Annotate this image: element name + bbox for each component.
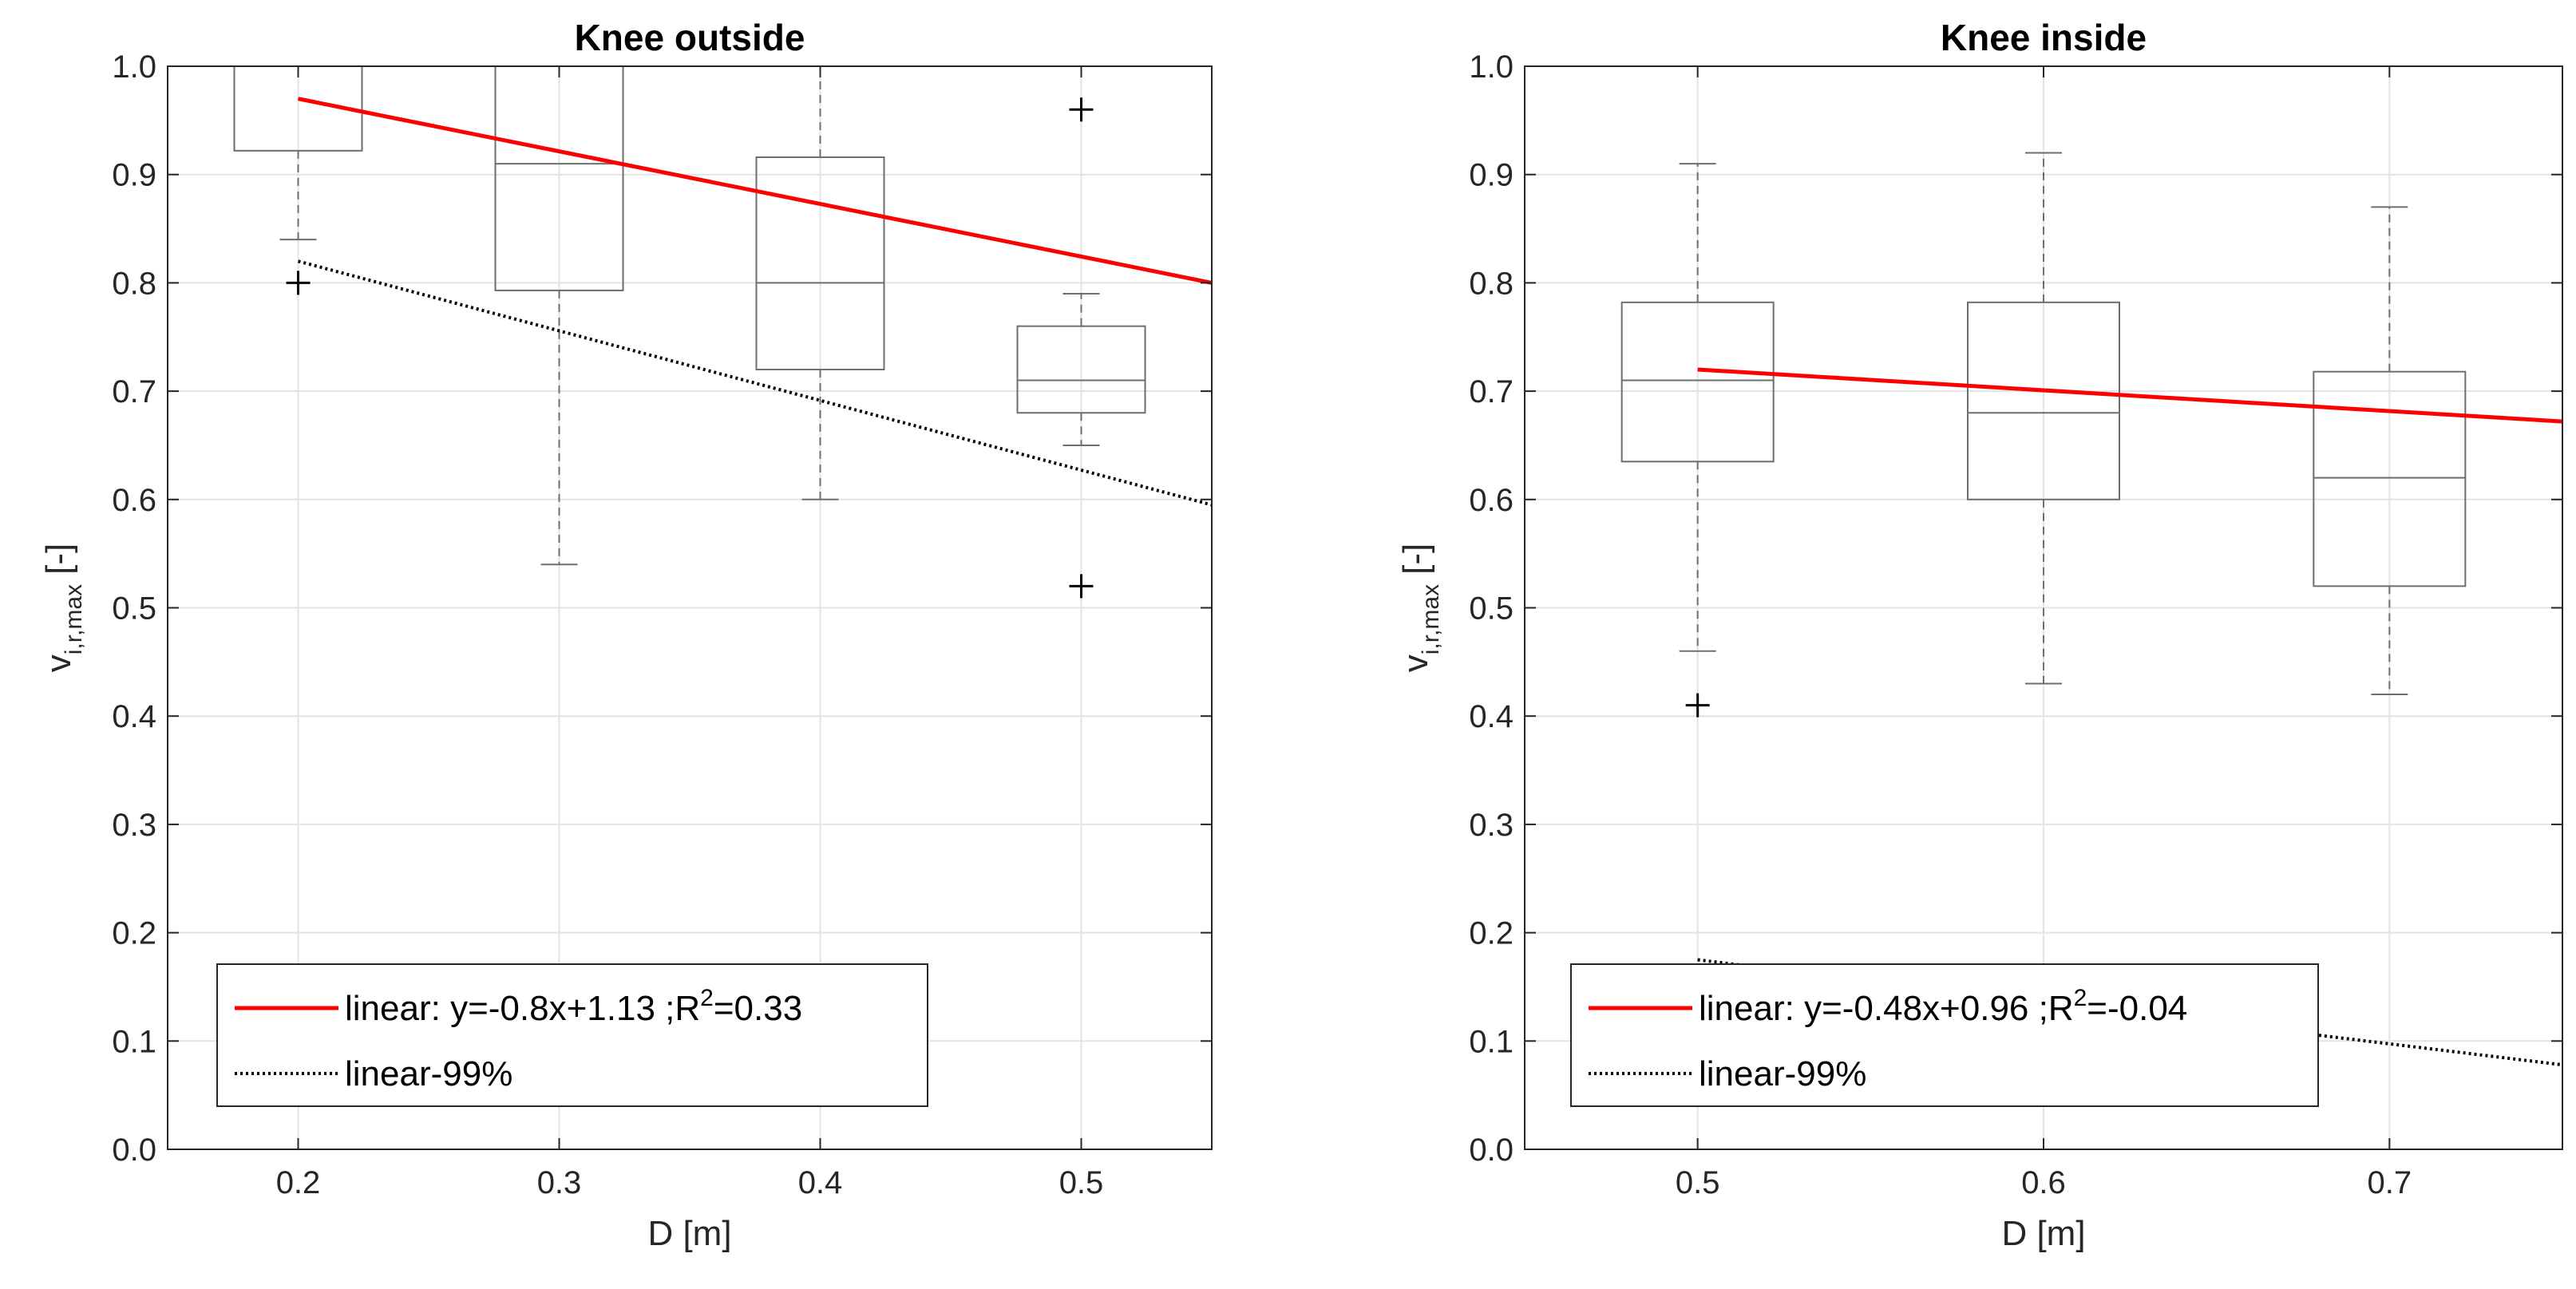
- legend-text-main: linear: y=-0.48x+0.96 ;R: [1699, 989, 2074, 1028]
- chart-title: Knee inside: [1941, 17, 2147, 58]
- y-tick-label: 0.9: [1469, 158, 1514, 193]
- outlier-marker: [1685, 693, 1710, 718]
- box-body: [233, 66, 363, 152]
- linear-fit-line: [1697, 367, 2562, 424]
- linear-99-line: [297, 259, 1212, 507]
- x-tick-label: 0.7: [2368, 1165, 2412, 1200]
- y-tick-label: 0.3: [1469, 808, 1514, 843]
- y-tick-label: 0.1: [1469, 1024, 1514, 1059]
- legend-text-after: =-0.04: [2087, 989, 2187, 1028]
- box-body: [2313, 370, 2467, 587]
- y-tick-label: 0.0: [112, 1133, 156, 1168]
- y-label-unit: [-]: [1396, 544, 1435, 575]
- y-tick-label: 0.7: [1469, 374, 1514, 409]
- box-3: [1016, 97, 1146, 599]
- y-axis-label: vi,r,max [-]: [39, 544, 87, 672]
- outlier-marker: [286, 271, 311, 295]
- legend-text-main: linear-99%: [1699, 1054, 1866, 1093]
- y-label-main: v: [1396, 654, 1435, 672]
- y-tick-label: 0.0: [1469, 1133, 1514, 1168]
- y-tick-label: 0.1: [112, 1024, 156, 1059]
- y-label-subscript: i,r,max: [1418, 584, 1444, 654]
- y-tick-label: 0.4: [112, 699, 156, 734]
- legend-entry-label: linear-99%: [345, 1054, 512, 1093]
- x-tick-label: 0.4: [798, 1165, 843, 1200]
- linear-fit-line: [298, 97, 1212, 285]
- box-body: [1620, 301, 1775, 463]
- y-axis-label: vi,r,max [-]: [1396, 544, 1444, 672]
- y-label-subscript: i,r,max: [61, 584, 87, 654]
- box-0: [1620, 163, 1775, 718]
- y-tick-label: 0.6: [112, 483, 156, 518]
- y-label-main: v: [39, 654, 78, 672]
- y-tick-label: 0.2: [1469, 916, 1514, 951]
- data-layer: [1620, 152, 2562, 1067]
- legend: linear: y=-0.48x+0.96 ;R2=-0.04 linear-99…: [1570, 963, 2319, 1107]
- box-2: [755, 66, 885, 500]
- x-axis-label: D [m]: [647, 1214, 731, 1253]
- legend-text-main: linear-99%: [345, 1054, 512, 1093]
- y-tick-label: 0.8: [112, 266, 156, 301]
- box-body: [1016, 325, 1146, 414]
- legend-box: [1570, 963, 2319, 1107]
- y-tick-label: 1.0: [112, 49, 156, 85]
- panel-knee-inside: 0.0 0.1 0.2 0.3 0.4 0.5 0.6 0.7 0.8 0.9 1.0 0.5 0.6 0…: [1396, 17, 2563, 1253]
- box-1: [494, 66, 624, 566]
- outlier-marker: [1069, 97, 1094, 122]
- y-tick-label: 0.3: [112, 808, 156, 843]
- chart-title: Knee outside: [575, 17, 805, 58]
- box-0: [233, 66, 363, 295]
- y-tick-label: 0.5: [112, 591, 156, 627]
- legend-entry-label: linear-99%: [1699, 1054, 1866, 1093]
- x-axis-label: D [m]: [2001, 1214, 2085, 1253]
- legend-entry-label: linear: y=-0.48x+0.96 ;R2=-0.04: [1699, 985, 2187, 1028]
- data-layer: [233, 66, 1212, 599]
- legend-text-sup: 2: [700, 985, 714, 1011]
- box-2: [2313, 206, 2467, 696]
- x-tick-label: 0.6: [2021, 1165, 2066, 1200]
- box-1: [1967, 152, 2120, 685]
- y-tick-label: 1.0: [1469, 49, 1514, 85]
- y-tick-label: 0.6: [1469, 483, 1514, 518]
- y-tick-label: 0.2: [112, 916, 156, 951]
- box-body: [494, 66, 624, 291]
- panel-knee-outside: 0.0 0.1 0.2 0.3 0.4 0.5 0.6 0.7 0.8 0.9 1.0 0.2 0.3 0…: [39, 17, 1213, 1253]
- y-tick-label: 0.5: [1469, 591, 1514, 627]
- y-label-unit: [-]: [39, 544, 78, 575]
- outlier-marker: [1069, 574, 1094, 599]
- box-body: [1967, 301, 2120, 500]
- x-tick-label: 0.2: [276, 1165, 321, 1200]
- x-tick-label: 0.5: [1059, 1165, 1104, 1200]
- legend: linear: y=-0.8x+1.13 ;R2=0.33 linear-99%: [216, 963, 928, 1107]
- x-tick-label: 0.5: [1676, 1165, 1720, 1200]
- legend-text-main: linear: y=-0.8x+1.13 ;R: [345, 989, 700, 1028]
- legend-text-after: =0.33: [714, 989, 802, 1028]
- y-tick-label: 0.9: [112, 158, 156, 193]
- box-body: [755, 156, 885, 370]
- legend-text-sup: 2: [2074, 985, 2087, 1011]
- legend-box: [216, 963, 928, 1107]
- legend-entry-label: linear: y=-0.8x+1.13 ;R2=0.33: [345, 985, 802, 1028]
- y-tick-label: 0.8: [1469, 266, 1514, 301]
- y-tick-label: 0.4: [1469, 699, 1514, 734]
- x-tick-label: 0.3: [537, 1165, 582, 1200]
- y-tick-label: 0.7: [112, 374, 156, 409]
